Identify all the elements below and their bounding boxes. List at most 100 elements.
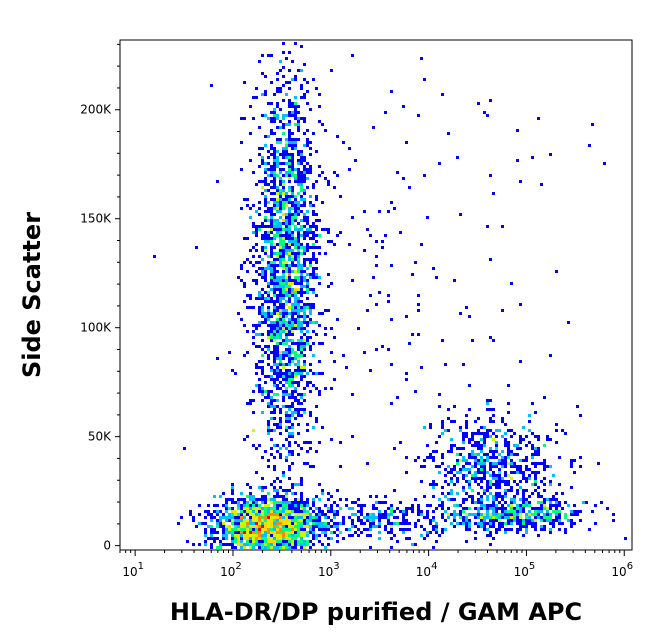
data-point: [282, 246, 285, 249]
data-point: [537, 510, 540, 513]
data-point: [267, 117, 270, 120]
data-point: [309, 318, 312, 321]
data-point: [261, 180, 264, 183]
data-point: [357, 510, 360, 513]
data-point: [480, 519, 483, 522]
data-point: [294, 210, 297, 213]
data-point: [318, 282, 321, 285]
data-point: [318, 246, 321, 249]
data-point: [291, 258, 294, 261]
data-point: [192, 519, 195, 522]
data-point: [510, 501, 513, 504]
data-point: [273, 273, 276, 276]
data-point: [300, 225, 303, 228]
data-point: [252, 231, 255, 234]
data-point: [246, 504, 249, 507]
data-point: [495, 435, 498, 438]
data-point: [303, 249, 306, 252]
data-point: [558, 501, 561, 504]
data-point: [291, 426, 294, 429]
data-point: [294, 342, 297, 345]
data-point: [297, 453, 300, 456]
data-point: [606, 507, 609, 510]
data-point: [279, 522, 282, 525]
data-point: [543, 516, 546, 519]
data-point: [294, 243, 297, 246]
data-point: [549, 438, 552, 441]
data-point: [363, 210, 366, 213]
data-point: [522, 519, 525, 522]
data-point: [252, 504, 255, 507]
data-point: [384, 495, 387, 498]
data-point: [495, 456, 498, 459]
data-point: [492, 477, 495, 480]
data-point: [495, 504, 498, 507]
data-point: [312, 78, 315, 81]
data-point: [270, 327, 273, 330]
data-point: [471, 495, 474, 498]
data-point: [423, 465, 426, 468]
data-point: [300, 540, 303, 543]
data-point: [297, 519, 300, 522]
data-point: [300, 294, 303, 297]
data-point: [411, 507, 414, 510]
data-point: [264, 204, 267, 207]
data-point: [291, 153, 294, 156]
data-point: [216, 180, 219, 183]
data-point: [300, 219, 303, 222]
data-point: [261, 390, 264, 393]
data-point: [462, 459, 465, 462]
data-point: [483, 438, 486, 441]
data-point: [249, 495, 252, 498]
data-point: [525, 477, 528, 480]
data-point: [210, 531, 213, 534]
data-point: [312, 465, 315, 468]
data-point: [282, 531, 285, 534]
data-point: [243, 516, 246, 519]
data-point: [273, 309, 276, 312]
data-point: [294, 180, 297, 183]
data-point: [450, 513, 453, 516]
data-point: [312, 270, 315, 273]
data-point: [267, 429, 270, 432]
data-point: [270, 402, 273, 405]
data-point: [303, 63, 306, 66]
data-point: [288, 426, 291, 429]
data-point: [495, 486, 498, 489]
data-point: [300, 402, 303, 405]
data-point: [288, 369, 291, 372]
data-point: [462, 489, 465, 492]
data-point: [237, 522, 240, 525]
data-point: [507, 483, 510, 486]
data-point: [378, 531, 381, 534]
data-point: [240, 546, 243, 549]
data-point: [498, 513, 501, 516]
data-point: [528, 441, 531, 444]
data-point: [423, 495, 426, 498]
data-point: [285, 264, 288, 267]
data-point: [306, 90, 309, 93]
data-point: [267, 333, 270, 336]
data-point: [315, 213, 318, 216]
data-point: [291, 351, 294, 354]
data-point: [288, 324, 291, 327]
data-point: [516, 492, 519, 495]
data-point: [525, 498, 528, 501]
data-point: [573, 513, 576, 516]
data-point: [303, 315, 306, 318]
data-point: [264, 270, 267, 273]
data-point: [297, 513, 300, 516]
data-point: [306, 510, 309, 513]
data-point: [303, 120, 306, 123]
data-point: [432, 450, 435, 453]
data-point: [273, 378, 276, 381]
data-point: [300, 513, 303, 516]
data-point: [507, 474, 510, 477]
data-point: [240, 267, 243, 270]
data-point: [285, 534, 288, 537]
data-point: [294, 498, 297, 501]
data-point: [252, 342, 255, 345]
data-point: [522, 507, 525, 510]
data-point: [318, 441, 321, 444]
data-point: [219, 510, 222, 513]
